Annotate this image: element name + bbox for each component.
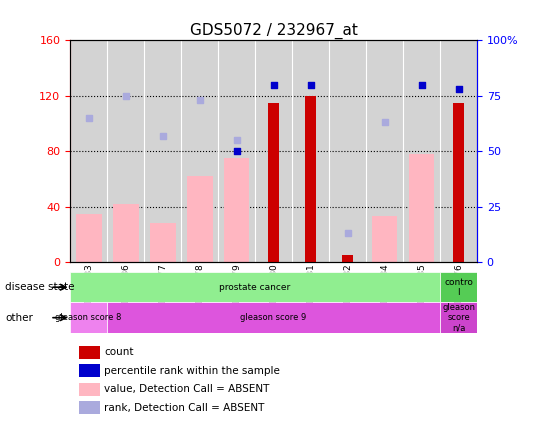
Text: gleason
score
n/a: gleason score n/a: [442, 303, 475, 332]
Point: [232, 148, 241, 155]
Bar: [342, 255, 353, 262]
Bar: [70, 302, 107, 333]
Text: percentile rank within the sample: percentile rank within the sample: [105, 366, 280, 376]
Bar: [409, 154, 434, 262]
Bar: [79, 364, 100, 377]
Text: prostate cancer: prostate cancer: [219, 283, 291, 292]
Text: value, Detection Call = ABSENT: value, Detection Call = ABSENT: [105, 384, 270, 394]
Point: [454, 86, 463, 93]
Point: [232, 137, 241, 143]
Bar: [75, 214, 101, 262]
Bar: [440, 302, 477, 333]
Bar: [150, 223, 176, 262]
Point: [195, 97, 204, 104]
Point: [343, 230, 352, 237]
Bar: [79, 401, 100, 414]
Text: contro
l: contro l: [444, 277, 473, 297]
Bar: [79, 346, 100, 359]
Bar: [268, 103, 279, 262]
Point: [270, 81, 278, 88]
Text: rank, Detection Call = ABSENT: rank, Detection Call = ABSENT: [105, 403, 265, 413]
Text: other: other: [5, 313, 33, 323]
Bar: [79, 383, 100, 396]
Text: count: count: [105, 347, 134, 357]
Bar: [107, 302, 440, 333]
Point: [84, 115, 93, 121]
Bar: [224, 158, 250, 262]
Text: disease state: disease state: [5, 282, 75, 292]
Point: [417, 81, 426, 88]
Bar: [306, 96, 316, 262]
Bar: [453, 103, 464, 262]
Bar: [186, 176, 212, 262]
Point: [158, 132, 167, 139]
Point: [306, 81, 315, 88]
Bar: [113, 204, 139, 262]
Bar: [440, 272, 477, 302]
Text: gleason score 8: gleason score 8: [56, 313, 122, 322]
Point: [380, 119, 389, 126]
Bar: [371, 217, 397, 262]
Point: [121, 92, 130, 99]
Title: GDS5072 / 232967_at: GDS5072 / 232967_at: [190, 22, 357, 39]
Text: gleason score 9: gleason score 9: [240, 313, 307, 322]
